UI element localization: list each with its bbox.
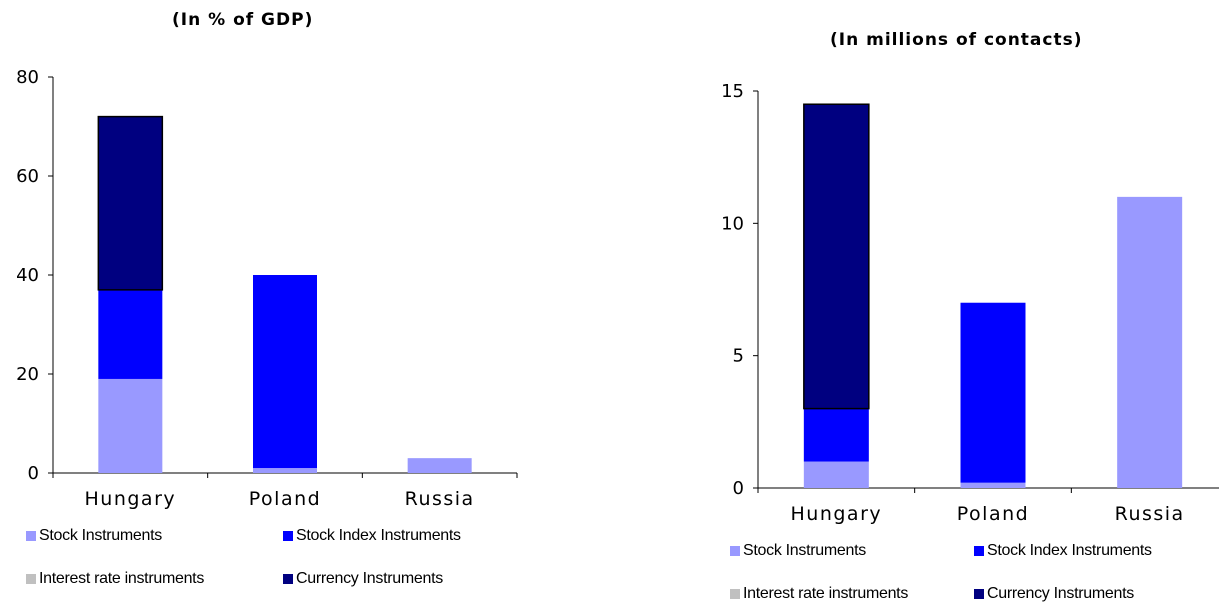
legend-label: Stock Instruments	[39, 527, 162, 544]
legend-item-interest-rate: Interest rate instruments	[730, 585, 908, 603]
chart-title: (In millions of contacts)	[830, 30, 1083, 50]
y-tick-label: 15	[721, 81, 744, 102]
legend-label: Interest rate instruments	[743, 585, 909, 602]
x-tick-label: Hungary	[791, 503, 883, 525]
legend-item-currency: Currency Instruments	[974, 585, 1134, 603]
legend-item-stock: Stock Instruments	[26, 527, 162, 545]
x-tick-label: Hungary	[85, 488, 177, 510]
y-tick-label: 80	[16, 67, 39, 88]
legend-swatch	[26, 574, 36, 584]
bar-segment	[98, 289, 163, 379]
bar-segment	[1117, 196, 1183, 488]
legend-label: Currency Instruments	[296, 570, 443, 587]
bar-segment	[253, 468, 317, 473]
bar-segment	[803, 103, 870, 410]
legend-item-stock-index: Stock Index Instruments	[974, 542, 1152, 560]
legend-swatch	[974, 546, 984, 556]
bar-segment	[98, 378, 163, 473]
bar-segment	[960, 302, 1026, 483]
legend-label: Stock Index Instruments	[987, 542, 1152, 559]
x-tick-label: Poland	[249, 488, 321, 510]
bar-segment	[253, 275, 317, 469]
legend-swatch	[730, 589, 740, 599]
legend-swatch	[283, 531, 293, 541]
chart-plot: 0 5 10 15 Hungary Poland Russia	[721, 81, 1219, 525]
legend-label: Stock Instruments	[743, 542, 866, 559]
legend-item-currency: Currency Instruments	[283, 570, 443, 588]
legend-swatch	[730, 546, 740, 556]
y-tick-label: 20	[16, 364, 39, 385]
bar-segment	[407, 458, 472, 473]
bar-segment	[97, 115, 164, 291]
legend-label: Stock Index Instruments	[296, 527, 461, 544]
y-tick-label: 10	[721, 213, 744, 234]
y-tick-label: 60	[16, 166, 39, 187]
chart-plot: 0 20 40 60 80 Hungary Poland Russia	[16, 67, 518, 510]
chart-panel-gdp: (In % of GDP) 0 20 40 60 80 Hungary Poland Russ…	[0, 0, 600, 605]
bar-segment	[960, 482, 1026, 488]
legend-swatch	[283, 574, 293, 584]
y-tick-label: 40	[16, 265, 39, 286]
y-tick-label: 0	[733, 478, 744, 499]
legend-item-stock-index: Stock Index Instruments	[283, 527, 461, 545]
x-tick-label: Russia	[405, 488, 475, 510]
y-tick-label: 0	[28, 463, 39, 484]
legend-swatch	[26, 531, 36, 541]
bar-segment	[803, 461, 869, 488]
y-tick-label: 5	[733, 346, 744, 367]
legend-item-interest-rate: Interest rate instruments	[26, 570, 204, 588]
bar-segment	[803, 408, 869, 462]
legend-swatch	[974, 589, 984, 599]
legend-item-stock: Stock Instruments	[730, 542, 866, 560]
x-tick-label: Poland	[957, 503, 1029, 525]
chart-title: (In % of GDP)	[172, 10, 314, 30]
legend-label: Interest rate instruments	[39, 570, 205, 587]
legend-label: Currency Instruments	[987, 585, 1134, 602]
x-tick-label: Russia	[1115, 503, 1185, 525]
chart-panel-contracts: (In millions of contacts) 0 5 10 15 Hungary P…	[600, 0, 1219, 605]
